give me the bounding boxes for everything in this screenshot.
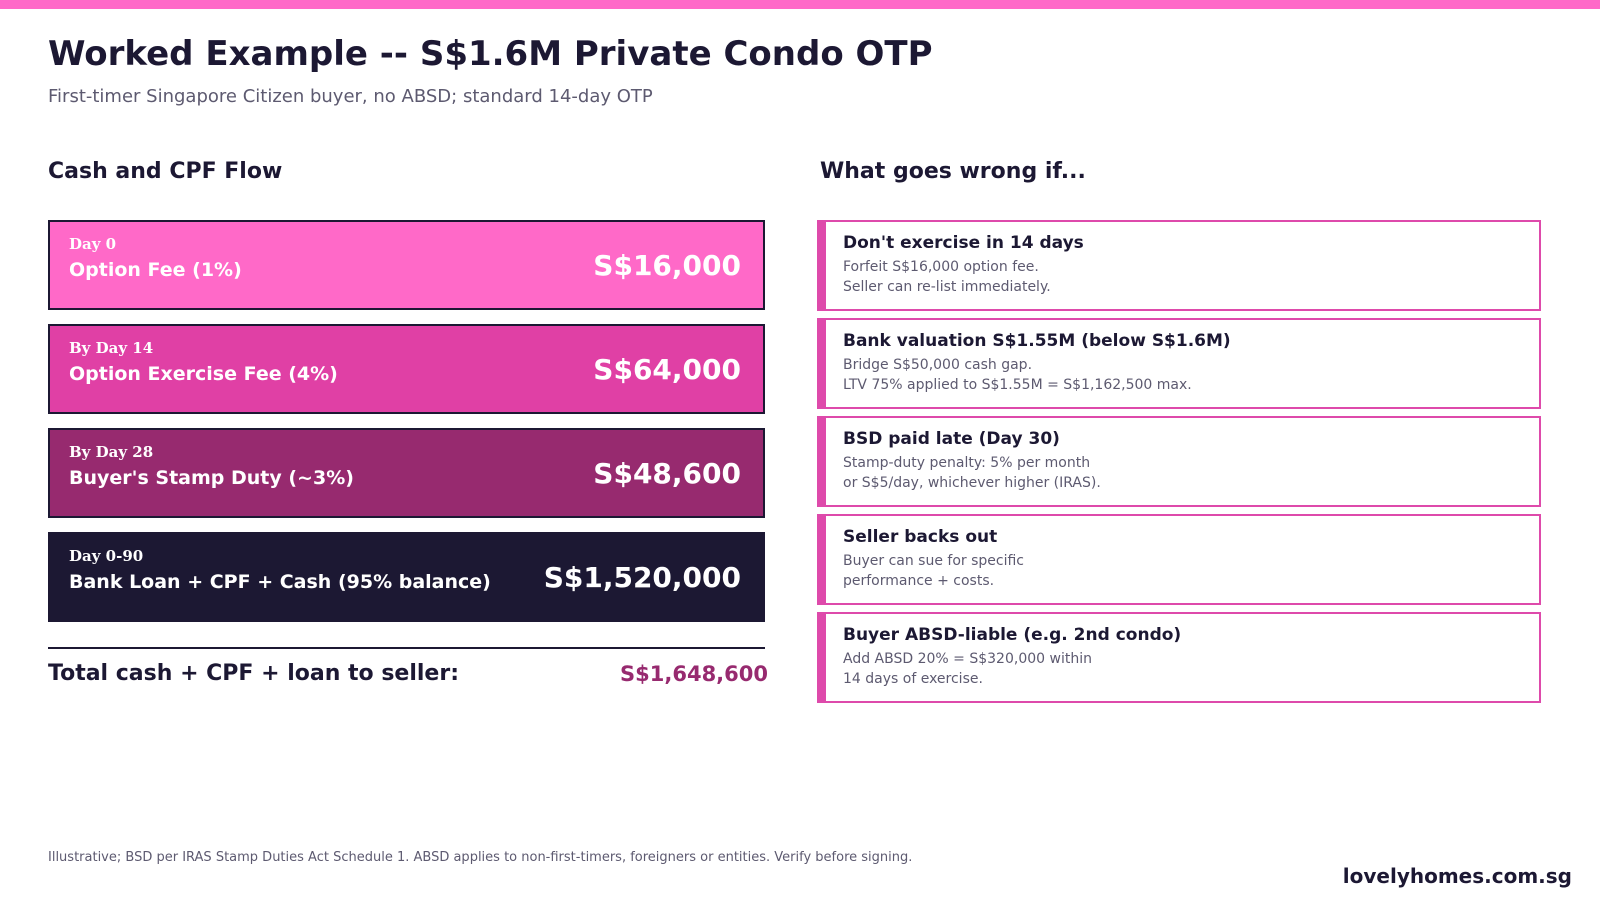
flow-card-label: Option Fee (1%) (69, 259, 242, 281)
risk-card-detail: performance + costs. (843, 573, 995, 589)
total-divider (48, 647, 765, 649)
flow-card-exercise-fee: By Day 14 Option Exercise Fee (4%) S$64,… (48, 324, 765, 414)
brand-wordmark: lovelyhomes.com.sg (1342, 864, 1572, 888)
risk-card-detail: Stamp-duty penalty: 5% per month (843, 455, 1091, 471)
risk-card-absd: Buyer ABSD-liable (e.g. 2nd condo) Add A… (817, 612, 1541, 703)
flow-heading: Cash and CPF Flow (48, 159, 283, 184)
flow-card-when: By Day 14 (69, 339, 154, 357)
flow-card-stamp-duty: By Day 28 Buyer's Stamp Duty (~3%) S$48,… (48, 428, 765, 518)
risk-card-detail: or S$5/day, whichever higher (IRAS). (843, 475, 1101, 491)
risk-card-detail: Bridge S$50,000 cash gap. (843, 357, 1033, 373)
risk-card-detail: Forfeit S$16,000 option fee. (843, 259, 1039, 275)
flow-card-balance: Day 0-90 Bank Loan + CPF + Cash (95% bal… (48, 532, 765, 622)
risk-card-detail: Seller can re-list immediately. (843, 279, 1051, 295)
risk-card-no-exercise: Don't exercise in 14 days Forfeit S$16,0… (817, 220, 1541, 311)
risk-card-title: Bank valuation S$1.55M (below S$1.6M) (843, 331, 1231, 351)
flow-card-amount: S$48,600 (593, 457, 741, 490)
flow-card-amount: S$1,520,000 (543, 561, 741, 594)
flow-card-label: Buyer's Stamp Duty (~3%) (69, 467, 354, 489)
risk-card-detail: 14 days of exercise. (843, 671, 983, 687)
risk-card-late-bsd: BSD paid late (Day 30) Stamp-duty penalt… (817, 416, 1541, 507)
flow-card-when: Day 0-90 (69, 547, 144, 565)
flow-card-amount: S$64,000 (593, 353, 741, 386)
flow-card-label: Option Exercise Fee (4%) (69, 363, 338, 385)
risk-card-low-valuation: Bank valuation S$1.55M (below S$1.6M) Br… (817, 318, 1541, 409)
risks-heading: What goes wrong if... (820, 159, 1086, 184)
risk-card-title: Seller backs out (843, 527, 998, 547)
total-label: Total cash + CPF + loan to seller: (48, 661, 459, 686)
risk-card-seller-backs-out: Seller backs out Buyer can sue for speci… (817, 514, 1541, 605)
flow-card-when: Day 0 (69, 235, 117, 253)
flow-card-option-fee: Day 0 Option Fee (1%) S$16,000 (48, 220, 765, 310)
risk-card-detail: LTV 75% applied to S$1.55M = S$1,162,500… (843, 377, 1192, 393)
accent-bar (0, 0, 1600, 9)
risk-card-detail: Buyer can sue for specific (843, 553, 1025, 569)
flow-card-when: By Day 28 (69, 443, 154, 461)
flow-card-amount: S$16,000 (593, 249, 741, 282)
footnote: Illustrative; BSD per IRAS Stamp Duties … (48, 850, 913, 865)
page-subtitle: First-timer Singapore Citizen buyer, no … (48, 86, 653, 107)
flow-card-label: Bank Loan + CPF + Cash (95% balance) (69, 571, 491, 593)
risk-card-title: Don't exercise in 14 days (843, 233, 1084, 253)
risk-card-detail: Add ABSD 20% = S$320,000 within (843, 651, 1092, 667)
risk-card-title: BSD paid late (Day 30) (843, 429, 1060, 449)
total-amount: S$1,648,600 (620, 662, 768, 686)
risk-card-title: Buyer ABSD-liable (e.g. 2nd condo) (843, 625, 1182, 645)
page-title: Worked Example -- S$1.6M Private Condo O… (48, 34, 933, 74)
